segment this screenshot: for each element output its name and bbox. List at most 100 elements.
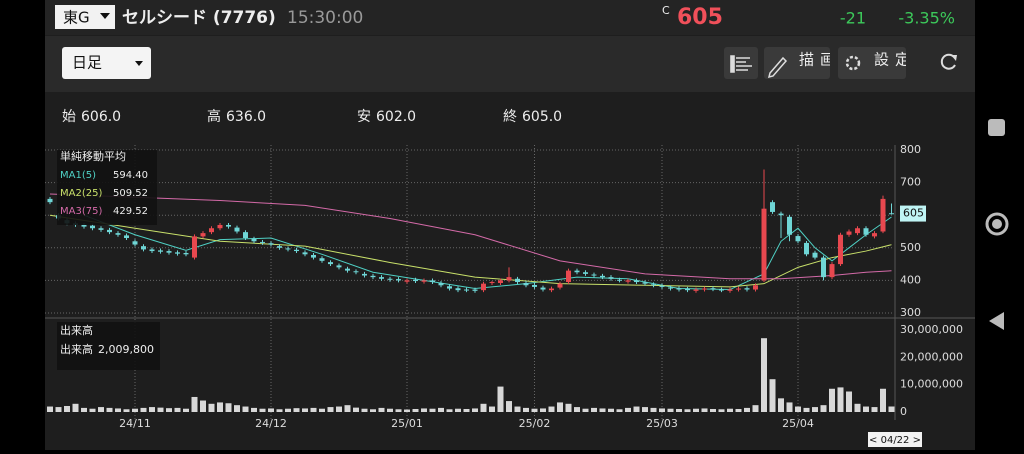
volume-bar <box>140 407 147 412</box>
volume-bar <box>455 408 461 412</box>
candle-body <box>753 285 758 290</box>
candle-body <box>243 232 248 239</box>
candle-body <box>353 271 359 273</box>
candle-body <box>336 265 342 268</box>
candle-body <box>498 280 503 284</box>
candle-body <box>430 280 435 283</box>
volume-bar <box>446 409 453 412</box>
volume-bar <box>599 408 606 412</box>
candle-body <box>455 288 461 291</box>
volume-bar <box>191 396 198 412</box>
candle-body <box>472 289 478 291</box>
candle-body <box>81 224 87 227</box>
volume-bar <box>803 407 810 412</box>
volume-bar <box>149 407 155 412</box>
volume-bar <box>744 407 750 412</box>
volume-bar <box>132 408 138 412</box>
candle-body <box>158 250 163 252</box>
legend-name: MA3(75) <box>60 206 102 217</box>
legend-name: MA1(5) <box>60 170 96 181</box>
x-tick-label: 25/01 <box>391 417 423 430</box>
candle-body <box>464 289 469 291</box>
candle-body <box>685 288 690 291</box>
volume-bar <box>557 402 563 412</box>
refresh-icon[interactable] <box>940 53 956 70</box>
ohlc-value: 605.0 <box>522 109 562 125</box>
candle-body <box>209 228 214 233</box>
candle-body <box>761 208 767 281</box>
volume-bar <box>378 407 385 412</box>
candle-body <box>846 231 852 235</box>
y-tick-label: 400 <box>900 273 921 286</box>
ohlc-item: 高 636.0 <box>207 108 266 125</box>
volume-bar <box>871 407 878 412</box>
indicator-button[interactable] <box>724 47 758 79</box>
candle-body <box>659 285 665 287</box>
volume-bar <box>812 407 818 412</box>
volume-bar <box>370 409 376 412</box>
volume-bar <box>727 408 733 412</box>
ohlc-label: 終 <box>503 109 517 125</box>
volume-bar <box>761 338 767 412</box>
nav-home[interactable] <box>985 212 1009 236</box>
volume-bar <box>633 406 640 412</box>
market: 東G <box>63 9 90 27</box>
volume-bar <box>72 403 79 412</box>
volume-bar <box>540 408 546 412</box>
volume-bar <box>47 406 53 412</box>
volume-bar <box>565 403 572 412</box>
volume-bar <box>829 388 835 412</box>
volume-bar <box>208 403 215 412</box>
candle-body <box>787 216 792 235</box>
volume-bar <box>846 391 852 412</box>
nav-recents[interactable] <box>988 119 1005 136</box>
y-tick-label: 700 <box>900 176 921 189</box>
candle-body <box>566 270 571 283</box>
volume-bar <box>642 407 648 412</box>
price: 605 <box>677 5 723 30</box>
legend-name: MA2(25) <box>60 188 102 199</box>
volume-bar <box>548 406 555 412</box>
volume-bar <box>421 408 427 412</box>
candle-body <box>319 258 325 261</box>
volume-bar <box>531 408 538 412</box>
candle-body <box>107 229 112 233</box>
candle-body <box>175 252 180 254</box>
volume-bar <box>659 408 665 412</box>
candle-body <box>710 288 716 290</box>
candle-body <box>795 236 801 242</box>
candle-body <box>379 277 384 279</box>
volume-tick-label: 20,000,000 <box>900 350 963 363</box>
legend-value: 509.52 <box>113 188 148 199</box>
volume-bar <box>863 406 869 412</box>
candle-body <box>642 282 648 284</box>
volume-label: 出来高 <box>60 342 93 356</box>
volume-bar <box>174 407 181 412</box>
candle-body <box>549 288 554 291</box>
candle-body <box>821 257 826 278</box>
candle-body <box>200 233 206 237</box>
candle-body <box>804 242 809 255</box>
volume-bar <box>820 405 827 412</box>
volume-bar <box>310 407 317 412</box>
volume-bar <box>395 409 402 412</box>
draw-button[interactable] <box>764 47 830 79</box>
ohlc-value: 602.0 <box>376 109 416 125</box>
volume-bar <box>412 408 419 412</box>
candle-body <box>234 227 240 232</box>
volume-bar <box>200 400 206 412</box>
settings-button[interactable] <box>838 47 906 79</box>
volume-bar <box>735 408 742 412</box>
candle-body <box>438 283 444 286</box>
volume-bar <box>752 405 759 412</box>
volume-bar <box>166 408 172 412</box>
period-select[interactable] <box>62 47 151 79</box>
ohlc-label: 始 <box>62 109 76 125</box>
volume-bar <box>582 408 589 412</box>
volume-bar <box>625 407 631 412</box>
price-tag <box>900 205 926 222</box>
ma-line <box>49 214 892 288</box>
candle-body <box>294 249 299 252</box>
candle-body <box>625 280 631 282</box>
nav-back[interactable] <box>989 312 1004 330</box>
